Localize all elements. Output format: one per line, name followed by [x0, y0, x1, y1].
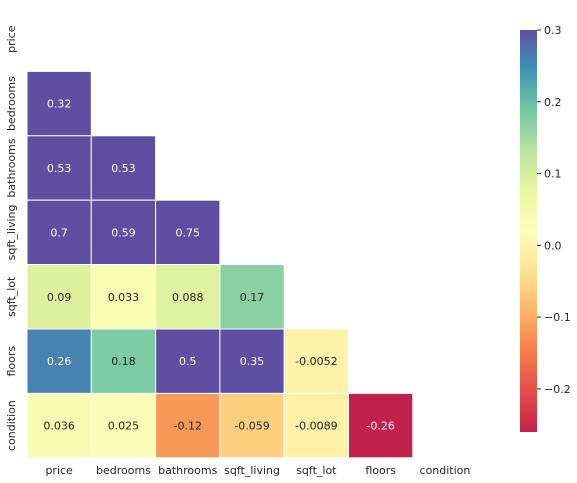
heatmap-cell-bedrooms-price — [26, 70, 92, 137]
cell-value-label: 0.53 — [47, 162, 72, 175]
y-tick-sqft_living: sqft_living — [5, 204, 18, 260]
cell-value-label: 0.26 — [47, 355, 72, 368]
cell-value-label: 0.036 — [43, 420, 75, 433]
x-tick-condition: condition — [420, 464, 471, 477]
heatmap-cell-sqft_living-bathrooms — [155, 199, 221, 266]
colorbar-tick-label: −0.2 — [544, 383, 571, 396]
y-tick-floors: floors — [5, 346, 18, 377]
heatmap-cell-floors-bedrooms — [90, 328, 157, 394]
x-tick-sqft_lot: sqft_lot — [296, 464, 337, 477]
y-tick-bedrooms: bedrooms — [5, 76, 18, 131]
heatmap-cell-sqft_lot-sqft_living — [219, 264, 285, 330]
y-tick-price: price — [5, 25, 18, 53]
cell-value-label: 0.088 — [172, 291, 204, 304]
colorbar-ticks: 0.3 0.2 0.1 0.0 −0.1 −0.2 — [537, 24, 571, 396]
heatmap-cell-bathrooms-bedrooms — [90, 135, 157, 201]
heatmap-cell-condition-sqft_living — [219, 392, 285, 459]
colorbar-tick-label: 0.1 — [544, 168, 562, 181]
cell-value-label: 0.59 — [111, 226, 136, 239]
cell-value-label: 0.033 — [108, 291, 140, 304]
cell-value-label: 0.32 — [47, 98, 72, 111]
heatmap-cell-floors-sqft_living — [219, 328, 285, 394]
heatmap-cell-condition-sqft_lot — [283, 392, 350, 459]
x-tick-floors: floors — [365, 464, 396, 477]
heatmap-cell-sqft_living-price — [26, 199, 92, 266]
x-tick-price: price — [45, 464, 73, 477]
cell-value-label: -0.0052 — [295, 355, 337, 368]
cell-value-label: 0.7 — [50, 226, 68, 239]
cell-value-label: 0.025 — [108, 420, 140, 433]
heatmap-cell-condition-bathrooms — [155, 392, 221, 459]
x-tick-bathrooms: bathrooms — [158, 464, 217, 477]
y-tick-labels: price bedrooms bathrooms sqft_living sqft_lo… — [5, 25, 18, 451]
cell-value-label: 0.5 — [179, 355, 197, 368]
colorbar: 0.3 0.2 0.1 0.0 −0.1 −0.2 — [520, 24, 571, 432]
y-tick-bathrooms: bathrooms — [5, 138, 18, 197]
cell-value-label: 0.53 — [111, 162, 136, 175]
cell-value-label: -0.059 — [234, 420, 269, 433]
heatmap-cells: 0.32 0.53 0.53 0.7 0.59 0.75 0.09 0.033 0.088 0.1… — [26, 70, 414, 459]
heatmap-cell-sqft_lot-bedrooms — [90, 264, 157, 330]
cell-value-label: 0.17 — [240, 291, 265, 304]
cell-value-label: 0.75 — [176, 226, 201, 239]
colorbar-tick-label: 0.2 — [544, 96, 562, 109]
y-tick-condition: condition — [5, 400, 18, 451]
x-tick-sqft_living: sqft_living — [224, 464, 280, 477]
heatmap-cell-condition-floors — [348, 392, 414, 459]
cell-value-label: -0.12 — [174, 420, 202, 433]
heatmap-cell-bathrooms-price — [26, 135, 92, 201]
y-tick-sqft_lot: sqft_lot — [5, 276, 18, 317]
x-tick-bedrooms: bedrooms — [96, 464, 151, 477]
colorbar-tick-label: −0.1 — [544, 311, 571, 324]
cell-value-label: -0.0089 — [295, 420, 337, 433]
cell-value-label: 0.09 — [47, 291, 72, 304]
heatmap-cell-condition-price — [26, 392, 92, 459]
cell-value-label: 0.18 — [111, 355, 136, 368]
x-tick-labels: price bedrooms bathrooms sqft_living sqft_lo… — [45, 464, 470, 477]
heatmap-cell-floors-sqft_lot — [283, 328, 350, 394]
cell-value-label: -0.26 — [366, 420, 394, 433]
colorbar-tick-label: 0.0 — [544, 239, 562, 252]
colorbar-gradient — [520, 30, 537, 432]
heatmap-cell-condition-bedrooms — [90, 392, 157, 459]
cell-value-label: 0.35 — [240, 355, 265, 368]
colorbar-tick-label: 0.3 — [544, 24, 562, 37]
